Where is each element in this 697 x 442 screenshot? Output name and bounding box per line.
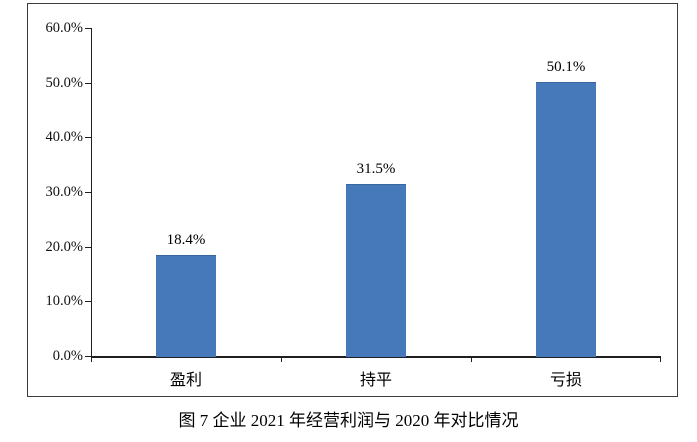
x-axis-category-label: 亏损 (549, 372, 582, 389)
bar-chiping (346, 183, 406, 357)
y-axis-tick-label: 40.0% (45, 129, 83, 145)
bar-value-label: 31.5% (356, 160, 396, 177)
x-axis-line (91, 356, 661, 358)
x-axis-category-label: 盈利 (169, 372, 202, 389)
y-axis-tick-label: 50.0% (45, 75, 83, 91)
x-axis-tick-mark (281, 356, 282, 362)
figure-caption: 图 7 企业 2021 年经营利润与 2020 年对比情况 (178, 411, 519, 430)
bar-value-label: 18.4% (166, 232, 206, 249)
y-axis-tick-label: 30.0% (45, 184, 83, 200)
x-axis-tick-mark (660, 356, 661, 362)
bar-kuisun (536, 82, 596, 357)
y-axis-tick-label: 60.0% (45, 20, 83, 36)
bar-yingli (156, 255, 216, 357)
x-axis-category-label: 持平 (359, 372, 392, 389)
y-axis-tick-mark (85, 83, 91, 84)
y-axis-tick-mark (85, 192, 91, 193)
y-axis-tick-mark (85, 356, 91, 357)
x-axis-tick-mark (91, 356, 92, 362)
x-axis-tick-mark (471, 356, 472, 362)
y-axis-tick-label: 20.0% (45, 239, 83, 255)
chart-frame: 60.0% 50.0% 40.0% 30.0% 20.0% 10.0% 0.0%… (27, 3, 678, 397)
bar-value-label: 50.1% (546, 59, 586, 76)
y-axis-tick-label: 0.0% (52, 348, 83, 364)
y-axis-tick-mark (85, 301, 91, 302)
y-axis-tick-mark (85, 137, 91, 138)
y-axis-tick-label: 10.0% (45, 293, 83, 309)
y-axis-line (91, 28, 92, 356)
y-axis-tick-mark (85, 247, 91, 248)
y-axis-tick-mark (85, 28, 91, 29)
